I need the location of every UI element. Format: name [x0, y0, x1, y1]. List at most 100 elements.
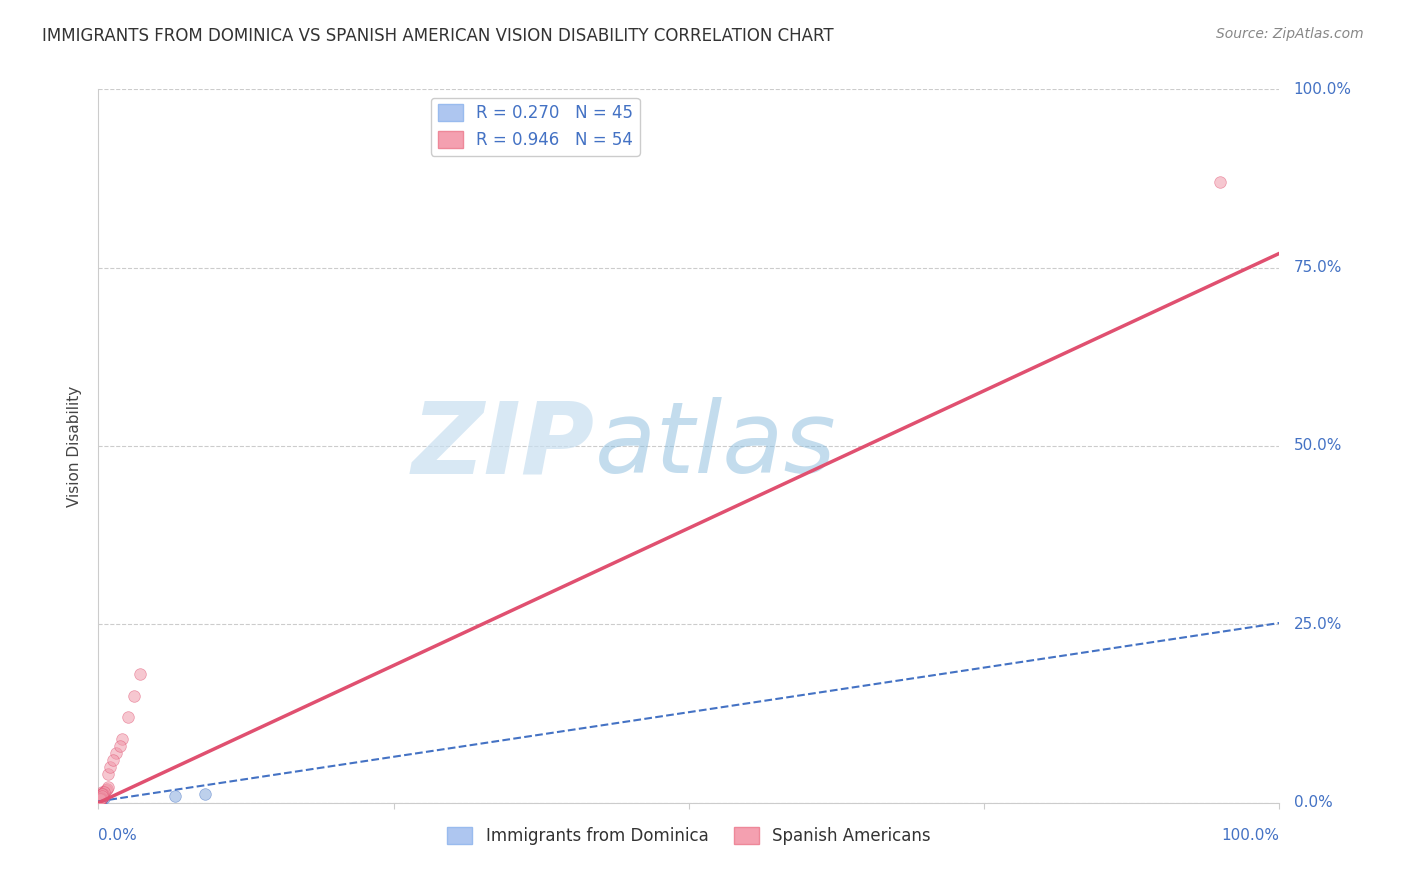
Point [91, 789, 114, 804]
Text: 25.0%: 25.0% [1294, 617, 1341, 632]
Point [90, 790, 112, 805]
Point [89, 792, 111, 806]
Text: 100.0%: 100.0% [1222, 828, 1279, 843]
Point [90, 791, 112, 805]
Point [89, 792, 111, 806]
Point [91, 789, 114, 804]
Point [90, 790, 112, 805]
Point [91, 790, 114, 805]
Point [91, 790, 114, 805]
Point [96, 781, 118, 796]
Point [89, 792, 111, 806]
Point [90, 790, 112, 805]
Point [90, 790, 112, 805]
Point [91, 789, 114, 804]
Point [91, 787, 114, 801]
Text: 50.0%: 50.0% [1294, 439, 1341, 453]
Point [89, 791, 111, 805]
Point [91, 790, 114, 805]
Point [90, 790, 112, 805]
Point [93, 785, 115, 799]
Point [89, 792, 111, 806]
Point [89, 791, 111, 805]
Point [91, 789, 114, 803]
Point [90, 790, 112, 805]
Point [89, 790, 111, 805]
Point [91, 788, 114, 802]
Point [90, 791, 112, 805]
Point [101, 753, 124, 767]
Point [94, 783, 117, 797]
Point [89, 792, 111, 806]
Text: atlas: atlas [595, 398, 837, 494]
Point [128, 667, 150, 681]
Point [97, 780, 120, 794]
Point [89, 792, 111, 806]
Point [91, 788, 114, 802]
Point [89, 792, 111, 806]
Point [111, 731, 134, 746]
Point [91, 789, 114, 803]
Point [91, 787, 114, 801]
Point [89, 792, 111, 806]
Point [91, 787, 114, 801]
Text: 100.0%: 100.0% [1294, 82, 1351, 96]
Point [97, 767, 120, 781]
Text: ZIP: ZIP [412, 398, 595, 494]
Point [90, 789, 112, 804]
Point [105, 746, 128, 760]
Point [90, 791, 112, 805]
Point [108, 739, 131, 753]
Point [93, 790, 115, 805]
Point [90, 790, 112, 805]
Point [89, 792, 111, 806]
Point [89, 792, 111, 806]
Point [90, 790, 112, 805]
Point [91, 789, 114, 804]
Point [89, 792, 111, 806]
Point [93, 789, 115, 803]
Point [90, 790, 112, 805]
Point [91, 789, 114, 804]
Point [91, 789, 114, 804]
Point [91, 787, 114, 801]
Point [90, 790, 112, 805]
Point [91, 789, 114, 803]
Point [98, 760, 121, 774]
Point [90, 790, 112, 805]
Point [91, 789, 114, 804]
Point [165, 789, 187, 803]
Point [90, 790, 112, 805]
Point [91, 789, 114, 804]
Point [194, 787, 217, 801]
Point [91, 787, 114, 801]
Point [91, 789, 114, 803]
Text: 0.0%: 0.0% [98, 828, 138, 843]
Text: 75.0%: 75.0% [1294, 260, 1341, 275]
Point [90, 790, 112, 805]
Point [1209, 175, 1232, 189]
Point [90, 790, 112, 805]
Point [91, 789, 114, 803]
Point [90, 790, 112, 805]
Y-axis label: Vision Disability: Vision Disability [67, 385, 83, 507]
Point [89, 792, 111, 806]
Point [91, 785, 114, 799]
Point [89, 792, 111, 806]
Point [91, 787, 114, 801]
Point [89, 792, 111, 806]
Point [91, 787, 114, 801]
Point [89, 792, 111, 806]
Text: Source: ZipAtlas.com: Source: ZipAtlas.com [1216, 27, 1364, 41]
Point [91, 790, 114, 805]
Point [89, 792, 111, 806]
Point [122, 689, 145, 703]
Point [91, 789, 114, 803]
Point [90, 791, 112, 805]
Text: IMMIGRANTS FROM DOMINICA VS SPANISH AMERICAN VISION DISABILITY CORRELATION CHART: IMMIGRANTS FROM DOMINICA VS SPANISH AMER… [42, 27, 834, 45]
Point [93, 785, 115, 799]
Point [89, 792, 111, 806]
Point [90, 789, 112, 804]
Point [89, 792, 111, 806]
Point [90, 790, 112, 805]
